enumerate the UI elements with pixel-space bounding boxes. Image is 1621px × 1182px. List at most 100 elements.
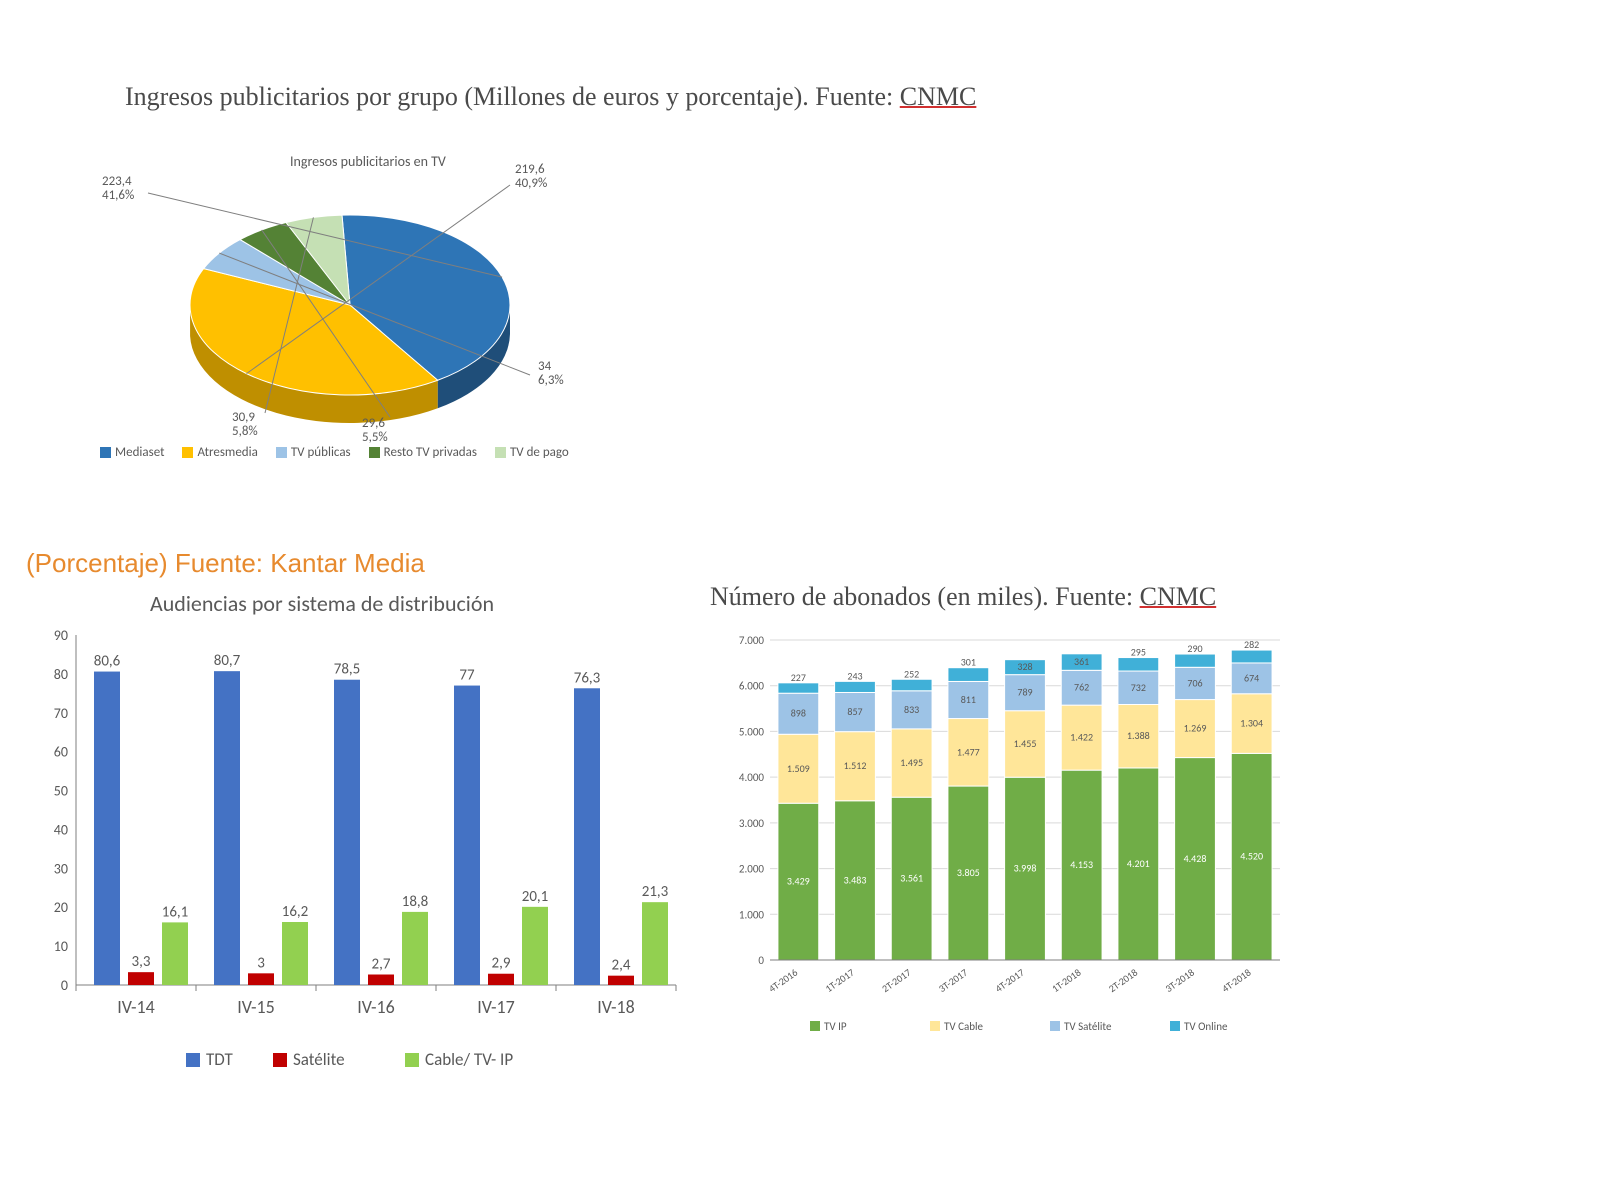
pie-heading-text: Ingresos publicitarios por grupo (Millon… (125, 82, 900, 111)
svg-text:2.000: 2.000 (739, 863, 765, 876)
svg-text:3.998: 3.998 (1014, 862, 1037, 875)
bar-title: Audiencias por sistema de distribución (150, 590, 494, 617)
svg-text:732: 732 (1131, 681, 1146, 694)
svg-text:1.000: 1.000 (739, 908, 765, 921)
svg-text:0: 0 (61, 977, 68, 994)
svg-text:40,9%: 40,9% (515, 176, 547, 191)
svg-text:3,3: 3,3 (132, 953, 151, 971)
svg-text:3.561: 3.561 (900, 872, 923, 885)
svg-text:243: 243 (847, 669, 862, 682)
svg-text:1.509: 1.509 (787, 762, 810, 775)
svg-text:4.000: 4.000 (739, 771, 765, 784)
svg-text:29,6: 29,6 (362, 416, 385, 431)
svg-text:2,4: 2,4 (612, 957, 631, 975)
svg-text:34: 34 (538, 359, 552, 374)
svg-text:60: 60 (54, 744, 68, 761)
svg-text:5,8%: 5,8% (232, 424, 258, 439)
svg-text:3.429: 3.429 (787, 875, 810, 888)
svg-text:290: 290 (1187, 642, 1202, 655)
svg-text:50: 50 (54, 783, 68, 800)
svg-text:789: 789 (1017, 686, 1032, 699)
pie-legend-item: Resto TV privadas (369, 445, 477, 460)
svg-text:TV IP: TV IP (824, 1020, 847, 1033)
svg-text:833: 833 (904, 703, 919, 716)
svg-text:18,8: 18,8 (402, 893, 429, 911)
svg-text:1.422: 1.422 (1070, 731, 1093, 744)
svg-text:223,4: 223,4 (102, 174, 132, 189)
svg-text:20,1: 20,1 (522, 888, 549, 906)
svg-text:70: 70 (54, 705, 68, 722)
svg-text:4T-2018: 4T-2018 (1219, 966, 1253, 995)
svg-text:282: 282 (1244, 638, 1259, 651)
svg-text:IV-18: IV-18 (597, 996, 635, 1018)
svg-text:3: 3 (257, 954, 265, 972)
svg-text:3.483: 3.483 (844, 873, 867, 886)
pie-legend: MediasetAtresmediaTV públicasResto TV pr… (100, 445, 569, 460)
svg-text:1.512: 1.512 (844, 759, 867, 772)
svg-text:IV-15: IV-15 (237, 996, 275, 1018)
svg-text:TDT: TDT (206, 1049, 234, 1070)
svg-text:328: 328 (1017, 660, 1032, 673)
svg-text:IV-16: IV-16 (357, 996, 395, 1018)
pie-legend-item: Mediaset (100, 445, 164, 460)
bar-svg: 010203040506070809080,63,316,1IV-1480,73… (26, 625, 686, 1105)
svg-text:10: 10 (54, 938, 68, 955)
svg-text:4.428: 4.428 (1184, 852, 1207, 865)
svg-text:16,1: 16,1 (162, 903, 189, 921)
svg-text:TV Online: TV Online (1184, 1020, 1228, 1033)
stacked-heading-text: Número de abonados (en miles). Fuente: (710, 582, 1140, 611)
svg-text:1.304: 1.304 (1240, 717, 1263, 730)
svg-text:5,5%: 5,5% (362, 430, 388, 445)
page: Ingresos publicitarios por grupo (Millon… (0, 0, 1621, 1182)
svg-text:2,9: 2,9 (492, 955, 511, 973)
svg-text:2,7: 2,7 (372, 956, 391, 974)
svg-text:762: 762 (1074, 681, 1089, 694)
svg-text:3T-2017: 3T-2017 (936, 966, 970, 995)
svg-text:30: 30 (54, 860, 68, 877)
svg-text:16,2: 16,2 (282, 903, 309, 921)
svg-text:1.388: 1.388 (1127, 729, 1150, 742)
svg-text:674: 674 (1244, 671, 1259, 684)
svg-text:2T-2017: 2T-2017 (879, 966, 913, 995)
svg-text:21,3: 21,3 (642, 883, 669, 901)
svg-text:4T-2017: 4T-2017 (993, 966, 1027, 995)
svg-text:Satélite: Satélite (293, 1049, 345, 1070)
pie-svg: 223,441,6%219,640,9%346,3%29,65,5%30,95,… (90, 145, 690, 445)
svg-text:90: 90 (54, 627, 68, 644)
svg-text:1.269: 1.269 (1184, 722, 1207, 735)
svg-text:30,9: 30,9 (232, 410, 255, 425)
stacked-chart: 01.0002.0003.0004.0005.0006.0007.0003.42… (720, 630, 1290, 1060)
svg-text:252: 252 (904, 667, 919, 680)
svg-text:TV Cable: TV Cable (944, 1020, 984, 1033)
svg-text:TV Satélite: TV Satélite (1064, 1020, 1112, 1033)
svg-text:20: 20 (54, 899, 68, 916)
svg-text:219,6: 219,6 (515, 162, 545, 177)
svg-text:80,6: 80,6 (94, 653, 121, 671)
svg-text:78,5: 78,5 (334, 661, 361, 679)
pie-legend-item: TV de pago (495, 445, 569, 460)
svg-text:4.520: 4.520 (1240, 850, 1263, 863)
svg-text:361: 361 (1074, 655, 1089, 668)
svg-text:227: 227 (791, 671, 806, 684)
svg-text:706: 706 (1187, 676, 1202, 689)
svg-text:1.455: 1.455 (1014, 737, 1037, 750)
svg-text:898: 898 (791, 707, 806, 720)
svg-text:40: 40 (54, 821, 68, 838)
svg-text:4T-2016: 4T-2016 (766, 966, 800, 995)
svg-text:76,3: 76,3 (574, 669, 601, 687)
svg-text:3T-2018: 3T-2018 (1163, 966, 1197, 995)
pie-legend-item: TV públicas (276, 445, 351, 460)
svg-text:2T-2018: 2T-2018 (1106, 966, 1140, 995)
svg-text:4.201: 4.201 (1127, 857, 1150, 870)
svg-text:857: 857 (847, 705, 862, 718)
stacked-heading: Número de abonados (en miles). Fuente: C… (710, 582, 1216, 612)
svg-text:6.000: 6.000 (739, 680, 765, 693)
svg-text:IV-17: IV-17 (477, 996, 515, 1018)
svg-text:1T-2017: 1T-2017 (823, 966, 857, 995)
svg-text:1T-2018: 1T-2018 (1049, 966, 1083, 995)
bar-source-title: (Porcentaje) Fuente: Kantar Media (26, 548, 425, 579)
svg-text:811: 811 (961, 693, 976, 706)
svg-text:41,6%: 41,6% (102, 188, 134, 203)
svg-text:4.153: 4.153 (1070, 858, 1093, 871)
pie-heading: Ingresos publicitarios por grupo (Millon… (125, 82, 976, 112)
